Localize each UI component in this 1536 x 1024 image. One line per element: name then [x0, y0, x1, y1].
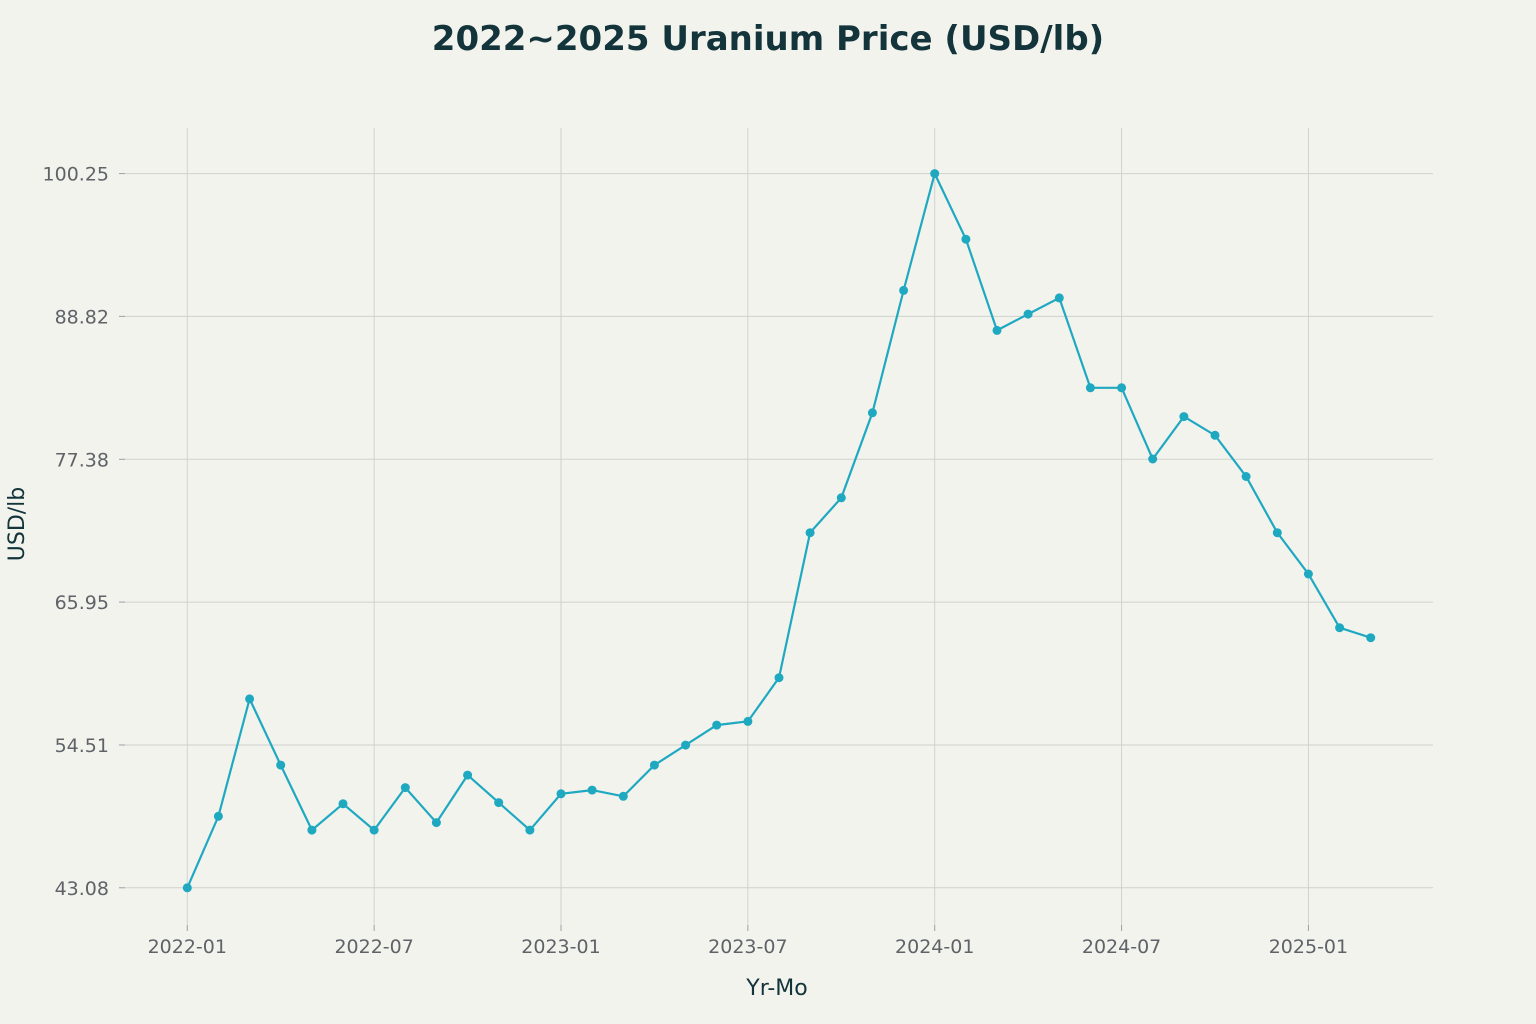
data-point	[1210, 430, 1220, 440]
data-point	[556, 789, 566, 799]
x-tick-label: 2025-01	[1269, 936, 1348, 958]
y-tick-label: 65.95	[55, 592, 109, 614]
x-tick-label: 2022-07	[334, 936, 413, 958]
data-point	[681, 740, 691, 750]
data-point	[431, 818, 441, 828]
chart-title: 2022~2025 Uranium Price (USD/lb)	[432, 19, 1104, 59]
data-point	[712, 720, 722, 730]
data-point	[774, 673, 784, 683]
data-point	[182, 883, 192, 893]
data-point	[1366, 633, 1376, 643]
data-point	[899, 285, 909, 295]
y-axis-title: USD/lb	[5, 487, 30, 562]
data-point	[618, 791, 628, 801]
data-point	[1335, 623, 1345, 633]
x-tick-label: 2024-07	[1082, 936, 1161, 958]
data-point	[400, 783, 410, 793]
y-tick-label: 43.08	[55, 878, 109, 900]
data-point	[805, 528, 815, 538]
data-point	[867, 408, 877, 418]
y-axis-ticks: 43.08 54.51 65.95 77.38 88.82 100.25	[43, 164, 109, 900]
series-line	[186, 170, 1372, 889]
data-point	[245, 694, 255, 704]
data-point	[649, 760, 659, 770]
x-tick-label: 2023-07	[708, 936, 787, 958]
y-tick-label: 77.38	[55, 449, 109, 471]
data-point	[836, 493, 846, 503]
x-tick-label: 2024-01	[895, 936, 974, 958]
data-point	[1117, 383, 1127, 393]
x-axis-ticks: 2022-01 2022-07 2023-01 2023-07 2024-01 2024-…	[148, 936, 1349, 958]
data-point	[525, 825, 535, 835]
y-tick-label: 54.51	[55, 735, 109, 757]
data-point	[307, 825, 317, 835]
data-point	[992, 325, 1002, 335]
x-tick-label: 2022-01	[148, 936, 227, 958]
data-point	[1148, 454, 1158, 464]
gridlines	[119, 128, 1433, 931]
series-layer	[182, 169, 1376, 893]
x-tick-label: 2023-01	[521, 936, 600, 958]
data-point	[1241, 472, 1251, 481]
data-point	[1023, 309, 1033, 319]
data-point	[369, 825, 379, 835]
data-point	[1272, 528, 1282, 538]
data-point	[1054, 293, 1064, 303]
data-point	[1303, 569, 1313, 579]
y-tick-label: 88.82	[55, 306, 109, 328]
y-tick-label: 100.25	[43, 164, 109, 186]
data-point	[587, 785, 597, 795]
data-point	[961, 234, 971, 244]
data-point	[213, 811, 223, 821]
data-point	[338, 799, 348, 809]
data-point	[1179, 412, 1189, 422]
data-point	[743, 716, 753, 726]
data-point	[276, 760, 286, 770]
x-axis-title: Yr-Mo	[745, 976, 807, 1001]
data-point	[463, 770, 473, 780]
data-point	[494, 798, 504, 808]
data-point	[930, 169, 940, 179]
data-point	[1085, 383, 1095, 393]
